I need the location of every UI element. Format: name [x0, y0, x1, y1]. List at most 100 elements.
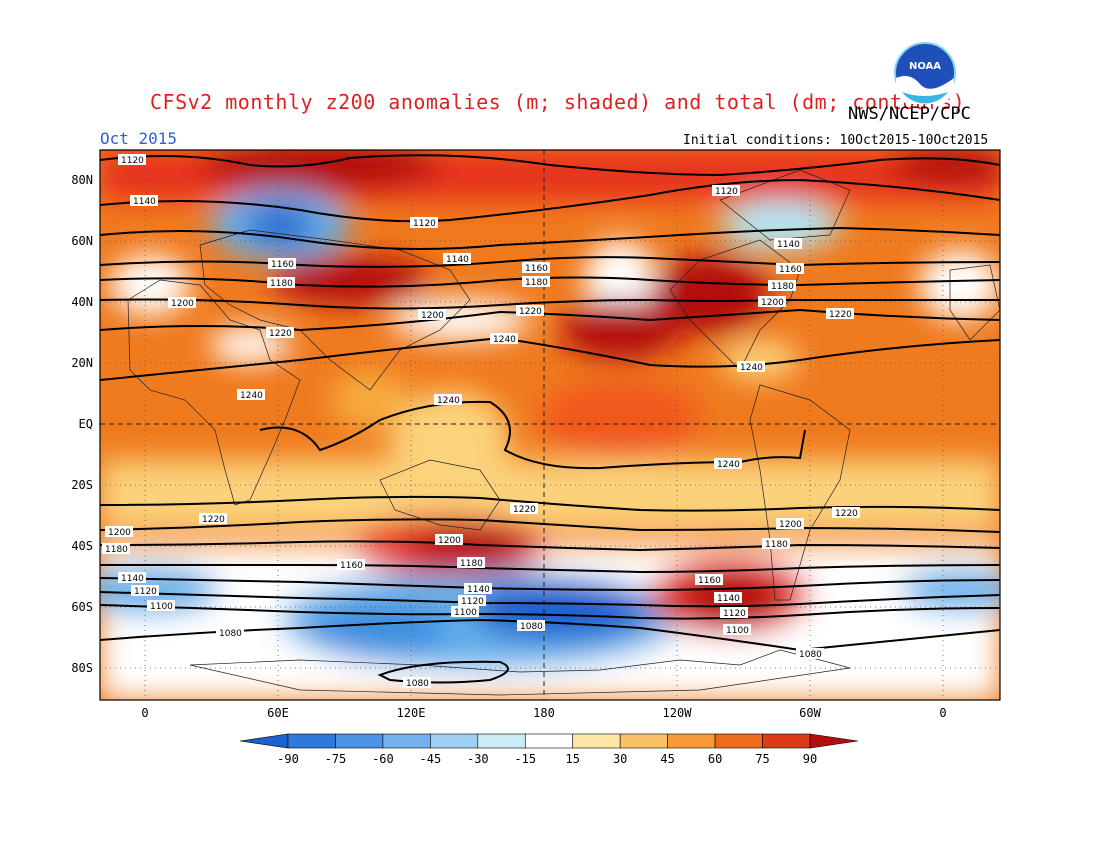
contour-label: 1180: [270, 279, 293, 289]
organization-label: NWS/NCEP/CPC: [848, 104, 971, 124]
lon-label: 0: [141, 706, 148, 720]
contour-label: 1180: [105, 545, 128, 555]
colorbar-swatch: [524, 733, 574, 749]
contour-label: 1120: [134, 587, 157, 597]
contour-label: 1180: [765, 540, 788, 550]
lon-label: 120E: [397, 706, 426, 720]
contour-label: 1160: [698, 576, 721, 586]
colorbar-tick-label: -75: [325, 752, 347, 766]
lat-label: 20S: [71, 478, 93, 492]
contour-label: 1220: [519, 307, 542, 317]
colorbar: -90 -75 -60 -45 -30 -15 15 30 45 60 75 90: [239, 733, 859, 766]
contour-label: 1240: [740, 363, 763, 373]
colorbar-tick-label: -45: [420, 752, 442, 766]
contour-label: 1120: [461, 597, 484, 607]
lat-label: 40N: [71, 295, 93, 309]
contour-label: 1120: [723, 609, 746, 619]
lat-label: EQ: [79, 417, 93, 431]
anomaly-shading: [100, 150, 1000, 700]
colorbar-tick-label: -30: [467, 752, 489, 766]
contour-label: 1200: [438, 536, 461, 546]
contour-label: 1160: [340, 561, 363, 571]
colorbar-tick-label: -90: [277, 752, 299, 766]
colorbar-tick-label: 90: [803, 752, 817, 766]
contour-label: 1200: [421, 311, 444, 321]
colorbar-tick-label: 30: [613, 752, 627, 766]
latitude-labels: 80N 60N 40N 20N EQ 20S 40S 60S 80S: [71, 173, 93, 675]
colorbar-tick-label: 15: [566, 752, 580, 766]
contour-label: 1120: [121, 156, 144, 166]
contour-label: 1120: [715, 187, 738, 197]
contour-label: 1160: [525, 264, 548, 274]
lon-label: 180: [533, 706, 555, 720]
initial-conditions: Initial conditions: 10Oct2015-10Oct2015: [683, 133, 989, 148]
colorbar-swatch: [714, 733, 763, 749]
lon-label: 60E: [267, 706, 289, 720]
contour-label: 1220: [269, 329, 292, 339]
contour-label: 1200: [171, 299, 194, 309]
contour-label: 1140: [467, 585, 490, 595]
forecast-month: Oct 2015: [100, 129, 178, 148]
contour-label: 1200: [779, 520, 802, 530]
contour-label: 1160: [271, 260, 294, 270]
contour-label: 1160: [779, 265, 802, 275]
contour-label: 1140: [777, 240, 800, 250]
colorbar-swatch: [382, 733, 431, 749]
contour-label: 1080: [520, 622, 543, 632]
contour-label: 1240: [493, 335, 516, 345]
contour-label: 1220: [513, 505, 536, 515]
colorbar-tick-label: 60: [708, 752, 722, 766]
contour-label: 1180: [525, 278, 548, 288]
contour-labels: 1120 1140 1160 1180 1200 1220 1240 1120 …: [102, 154, 860, 689]
contour-label: 1200: [761, 298, 784, 308]
contour-label: 1220: [835, 509, 858, 519]
colorbar-tick-label: 45: [660, 752, 674, 766]
contour-label: 1240: [240, 391, 263, 401]
lon-label: 120W: [663, 706, 693, 720]
lon-label: 60W: [799, 706, 821, 720]
contour-label: 1240: [437, 396, 460, 406]
colorbar-swatch: [335, 733, 384, 749]
contour-label: 1240: [717, 460, 740, 470]
colorbar-left-arrow: [239, 733, 289, 749]
lat-label: 60S: [71, 600, 93, 614]
contour-label: 1200: [108, 528, 131, 538]
colorbar-tick-label: -60: [372, 752, 394, 766]
contour-label: 1140: [121, 574, 144, 584]
contour-label: 1080: [219, 629, 242, 639]
colorbar-tick-label: 75: [755, 752, 769, 766]
colorbar-swatch: [287, 733, 336, 749]
lon-label: 0: [939, 706, 946, 720]
contour-label: 1140: [133, 197, 156, 207]
contour-label: 1080: [406, 679, 429, 689]
lat-label: 20N: [71, 356, 93, 370]
lat-label: 80S: [71, 661, 93, 675]
colorbar-swatch: [430, 733, 479, 749]
colorbar-swatch: [667, 733, 716, 749]
chart-title: CFSv2 monthly z200 anomalies (m; shaded)…: [150, 90, 966, 114]
contour-label: 1100: [454, 608, 477, 618]
contour-label: 1140: [717, 594, 740, 604]
contour-label: 1080: [799, 650, 822, 660]
contour-label: 1220: [202, 515, 225, 525]
contour-label: 1220: [829, 310, 852, 320]
equator-dateline: [100, 150, 1000, 700]
colorbar-swatch: [477, 733, 526, 749]
colorbar-swatch: [619, 733, 668, 749]
colorbar-swatch: [572, 733, 621, 749]
colorbar-swatch: [762, 733, 811, 749]
lat-label: 80N: [71, 173, 93, 187]
logo-text: NOAA: [909, 61, 941, 72]
contour-label: 1100: [150, 602, 173, 612]
contour-label: 1120: [413, 219, 436, 229]
longitude-labels: 0 60E 120E 180 120W 60W 0: [141, 706, 946, 720]
contour-label: 1180: [771, 282, 794, 292]
contour-label: 1140: [446, 255, 469, 265]
colorbar-right-arrow: [809, 733, 859, 749]
lat-label: 40S: [71, 539, 93, 553]
contour-label: 1180: [460, 559, 483, 569]
colorbar-tick-label: -15: [514, 752, 536, 766]
lat-label: 60N: [71, 234, 93, 248]
coastlines: [127, 169, 1000, 696]
